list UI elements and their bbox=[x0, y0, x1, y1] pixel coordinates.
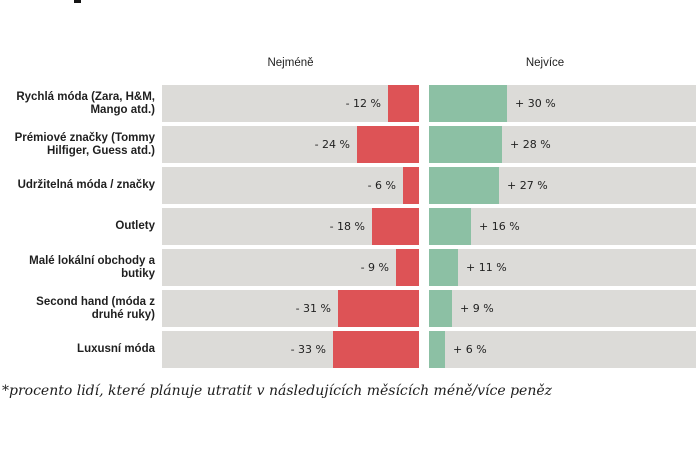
negative-value-label: - 12 % bbox=[345, 97, 381, 110]
left-track: - 6 % bbox=[162, 167, 419, 204]
positive-bar bbox=[429, 249, 458, 286]
bar-row: Malé lokální obchody a butiky - 9 % + 11 % bbox=[0, 249, 696, 286]
bar-row: Luxusní móda - 33 % + 6 % bbox=[0, 331, 696, 368]
footnote: *procento lidí, které plánuje utratit v … bbox=[2, 383, 553, 399]
column-header-most: Nejvíce bbox=[525, 57, 565, 69]
right-track: + 28 % bbox=[429, 126, 696, 163]
chart-rows: Rychlá móda (Zara, H&M, Mango atd.) - 12 … bbox=[0, 85, 696, 372]
right-track: + 16 % bbox=[429, 208, 696, 245]
negative-bar bbox=[357, 126, 419, 163]
category-label: Luxusní móda bbox=[77, 343, 155, 355]
negative-bar bbox=[372, 208, 419, 245]
bar-row: Prémiové značky (Tommy Hilfiger, Guess a… bbox=[0, 126, 696, 163]
positive-value-label: + 11 % bbox=[466, 261, 507, 274]
right-track: + 27 % bbox=[429, 167, 696, 204]
category-label: Outlety bbox=[115, 220, 155, 232]
left-track: - 24 % bbox=[162, 126, 419, 163]
negative-value-label: - 9 % bbox=[360, 261, 389, 274]
negative-bar bbox=[388, 85, 419, 122]
right-track: + 9 % bbox=[429, 290, 696, 327]
cropped-title-fragment bbox=[74, 0, 81, 3]
negative-bar bbox=[396, 249, 419, 286]
right-track: + 30 % bbox=[429, 85, 696, 122]
category-label: Rychlá móda (Zara, H&M, Mango atd.) bbox=[16, 90, 155, 116]
bar-row: Udržitelná móda / značky - 6 % + 27 % bbox=[0, 167, 696, 204]
positive-bar bbox=[429, 290, 452, 327]
negative-value-label: - 18 % bbox=[329, 220, 365, 233]
positive-value-label: + 30 % bbox=[515, 97, 556, 110]
right-track: + 6 % bbox=[429, 331, 696, 368]
category-label: Malé lokální obchody a butiky bbox=[29, 254, 155, 280]
left-track: - 9 % bbox=[162, 249, 419, 286]
positive-bar bbox=[429, 208, 471, 245]
left-track: - 18 % bbox=[162, 208, 419, 245]
positive-bar bbox=[429, 126, 502, 163]
left-track: - 33 % bbox=[162, 331, 419, 368]
positive-value-label: + 16 % bbox=[479, 220, 520, 233]
bar-row: Second hand (móda z druhé ruky) - 31 % + 9… bbox=[0, 290, 696, 327]
negative-bar bbox=[338, 290, 419, 327]
negative-value-label: - 24 % bbox=[314, 138, 350, 151]
positive-value-label: + 28 % bbox=[510, 138, 551, 151]
right-track: + 11 % bbox=[429, 249, 696, 286]
category-label: Udržitelná móda / značky bbox=[17, 179, 155, 191]
column-headers: Nejméně Nejvíce bbox=[0, 57, 661, 69]
bar-row: Rychlá móda (Zara, H&M, Mango atd.) - 12 … bbox=[0, 85, 696, 122]
left-track: - 31 % bbox=[162, 290, 419, 327]
bar-row: Outlety - 18 % + 16 % bbox=[0, 208, 696, 245]
positive-value-label: + 27 % bbox=[507, 179, 548, 192]
positive-bar bbox=[429, 167, 499, 204]
positive-value-label: + 6 % bbox=[453, 343, 487, 356]
negative-bar bbox=[403, 167, 419, 204]
positive-value-label: + 9 % bbox=[460, 302, 494, 315]
category-label: Second hand (móda z druhé ruky) bbox=[36, 295, 155, 321]
positive-bar bbox=[429, 85, 507, 122]
category-label: Prémiové značky (Tommy Hilfiger, Guess a… bbox=[14, 131, 155, 157]
left-track: - 12 % bbox=[162, 85, 419, 122]
negative-value-label: - 6 % bbox=[367, 179, 396, 192]
negative-bar bbox=[333, 331, 419, 368]
positive-bar bbox=[429, 331, 445, 368]
negative-value-label: - 33 % bbox=[290, 343, 326, 356]
column-header-least: Nejméně bbox=[267, 57, 314, 69]
negative-value-label: - 31 % bbox=[295, 302, 331, 315]
